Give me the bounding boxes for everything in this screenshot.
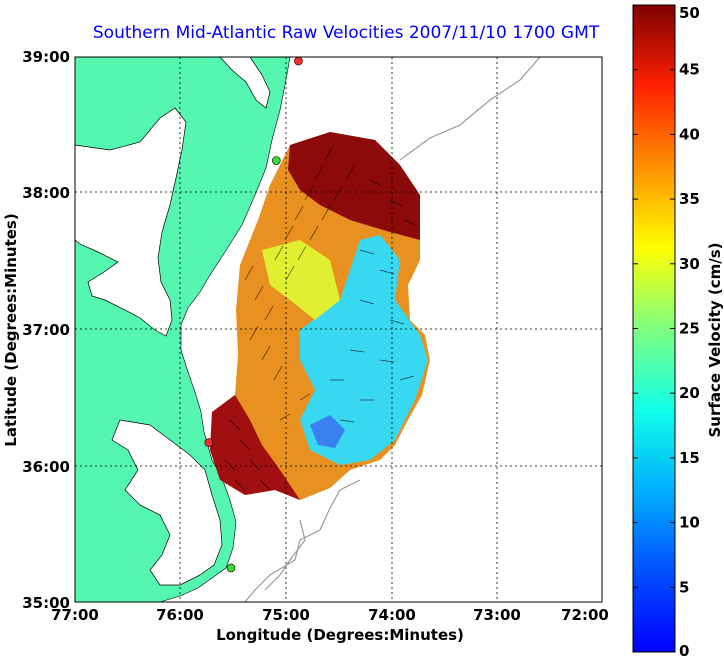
chesapeake-bay bbox=[75, 107, 187, 337]
y-tick-label: 36:00 bbox=[22, 458, 70, 476]
x-tick-labels: 77:00 76:00 75:00 74:00 73:00 72:00 bbox=[51, 606, 609, 624]
x-tick-label: 74:00 bbox=[368, 606, 416, 624]
colorbar-tick-label: 5 bbox=[679, 578, 689, 596]
x-tick-label: 76:00 bbox=[156, 606, 204, 624]
velocity-field-yellow bbox=[262, 240, 340, 320]
colorbar-tick-label: 15 bbox=[679, 449, 700, 467]
delaware-bay bbox=[219, 57, 271, 109]
colorbar-tick-label: 45 bbox=[679, 61, 700, 79]
colorbar-tick-label: 25 bbox=[679, 320, 700, 338]
velocity-field-min bbox=[310, 415, 345, 448]
y-tick-label: 35:00 bbox=[22, 594, 70, 612]
colorbar-tick-label: 35 bbox=[679, 190, 700, 208]
station-marker bbox=[272, 156, 281, 165]
colorbar-label: Surface Velocity (cm/s) bbox=[706, 242, 724, 437]
velocity-field-high bbox=[288, 132, 420, 240]
y-tick-label: 39:00 bbox=[22, 48, 70, 66]
y-tick-label: 38:00 bbox=[22, 184, 70, 202]
bathymetry-contour bbox=[264, 519, 306, 591]
velocity-vectors bbox=[224, 145, 418, 491]
bathymetry-contour bbox=[399, 57, 541, 161]
station-marker bbox=[226, 563, 236, 573]
map-title: Southern Mid-Atlantic Raw Velocities 200… bbox=[93, 23, 600, 43]
station-marker bbox=[294, 56, 303, 66]
y-tick-label: 37:00 bbox=[22, 321, 70, 339]
colorbar-tick-label: 0 bbox=[679, 642, 689, 659]
velocity-field-low bbox=[300, 235, 428, 465]
x-tick-label: 75:00 bbox=[262, 606, 310, 624]
colorbar-tick-label: 30 bbox=[679, 255, 700, 273]
station-marker bbox=[204, 438, 214, 447]
map-grid bbox=[75, 57, 602, 602]
station-markers bbox=[204, 56, 303, 573]
map-axes-box bbox=[74, 56, 603, 603]
velocity-field-high-south bbox=[210, 395, 300, 500]
x-tick-label: 72:00 bbox=[561, 606, 609, 624]
x-tick-label: 73:00 bbox=[473, 606, 521, 624]
colorbar-tick-label: 50 bbox=[679, 4, 700, 22]
bathymetry-contour bbox=[244, 479, 361, 602]
y-tick-labels: 39:00 38:00 37:00 36:00 35:00 bbox=[22, 48, 70, 612]
x-tick-label: 77:00 bbox=[51, 606, 99, 624]
pamlico-sound bbox=[111, 419, 223, 586]
colorbar-tick-label: 10 bbox=[679, 514, 700, 532]
x-axis-label: Longitude (Degrees:Minutes) bbox=[216, 626, 464, 644]
y-axis-label: Latitude (Degrees:Minutes) bbox=[2, 213, 20, 446]
colorbar bbox=[632, 4, 676, 653]
colorbar-tick-label: 40 bbox=[679, 125, 700, 143]
colorbar-tick-label: 20 bbox=[679, 384, 700, 402]
